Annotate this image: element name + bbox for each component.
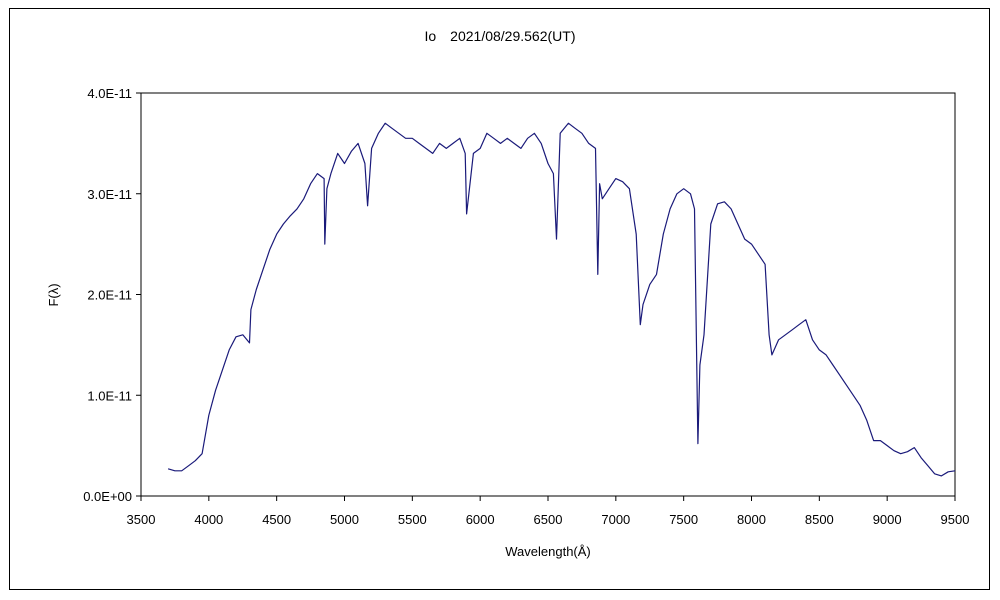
y-tick-label: 2.0E-11 xyxy=(87,288,132,303)
x-tick-label: 5500 xyxy=(398,512,427,527)
y-tick-label: 0.0E+00 xyxy=(83,489,132,504)
y-axis-label: F(λ) xyxy=(46,283,61,306)
chart-frame xyxy=(9,8,990,590)
x-tick-label: 4000 xyxy=(194,512,223,527)
plot-area xyxy=(140,92,956,497)
y-tick-label: 1.0E-11 xyxy=(87,388,132,403)
y-tick-label: 4.0E-11 xyxy=(87,86,132,101)
x-tick-label: 4500 xyxy=(262,512,291,527)
x-tick-label: 3500 xyxy=(127,512,156,527)
y-axis-ticks: 0.0E+00 1.0E-11 2.0E-11 3.0E-11 4.0E-11 xyxy=(83,86,141,504)
x-tick-label: 8000 xyxy=(737,512,766,527)
x-tick-label: 7500 xyxy=(669,512,698,527)
x-axis-ticks: 3500 4000 4500 5000 5500 6000 6500 7000 7500 8000… xyxy=(127,496,970,527)
x-tick-label: 6000 xyxy=(466,512,495,527)
y-tick-label: 3.0E-11 xyxy=(87,187,132,202)
x-tick-label: 8500 xyxy=(805,512,834,527)
chart-title: Io 2021/08/29.562(UT) xyxy=(425,28,576,44)
x-tick-label: 9500 xyxy=(941,512,970,527)
spectrum-line xyxy=(167,122,956,477)
x-axis-label: Wavelength(Å) xyxy=(505,544,591,559)
x-tick-label: 9000 xyxy=(873,512,902,527)
series-layer xyxy=(167,122,956,477)
x-tick-label: 6500 xyxy=(534,512,563,527)
x-tick-label: 7000 xyxy=(601,512,630,527)
x-tick-label: 5000 xyxy=(330,512,359,527)
